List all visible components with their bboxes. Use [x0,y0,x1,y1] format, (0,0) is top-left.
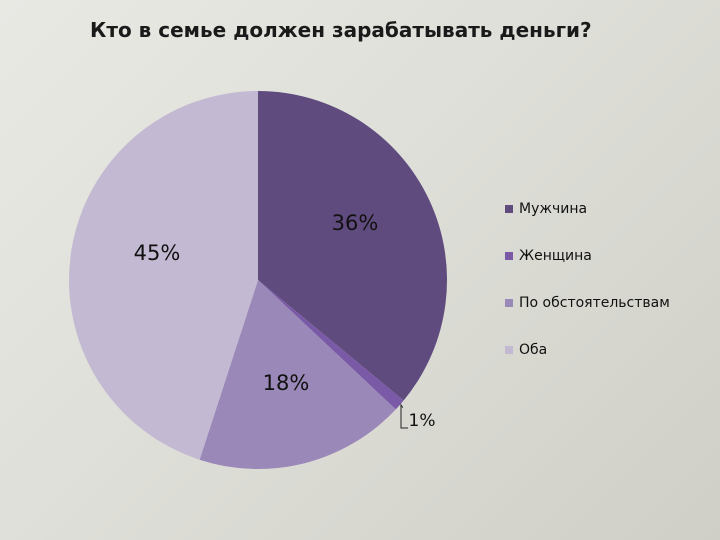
pie-slice-2 [258,280,404,410]
pie-slice-4 [69,91,258,460]
legend-swatch-3 [505,299,513,307]
legend-swatch-1 [505,205,513,213]
legend-label-3: По обстоятельствам [519,295,670,311]
pie-slice-1 [258,91,448,401]
legend-label-2: Женщина [519,248,592,264]
data-label-1: 36% [332,211,379,235]
legend-swatch-4 [505,346,513,354]
chart-title: Кто в семье должен зарабатывать деньги? [90,18,592,42]
leader-line-1pct [400,403,408,429]
legend-swatch-2 [505,252,513,260]
legend-label-1: Мужчина [519,201,587,217]
data-label-2: 1% [409,411,436,431]
data-label-3: 18% [263,371,310,395]
pie-slice-3 [199,280,396,470]
data-label-4: 45% [134,241,181,265]
legend-label-4: Оба [519,342,547,358]
